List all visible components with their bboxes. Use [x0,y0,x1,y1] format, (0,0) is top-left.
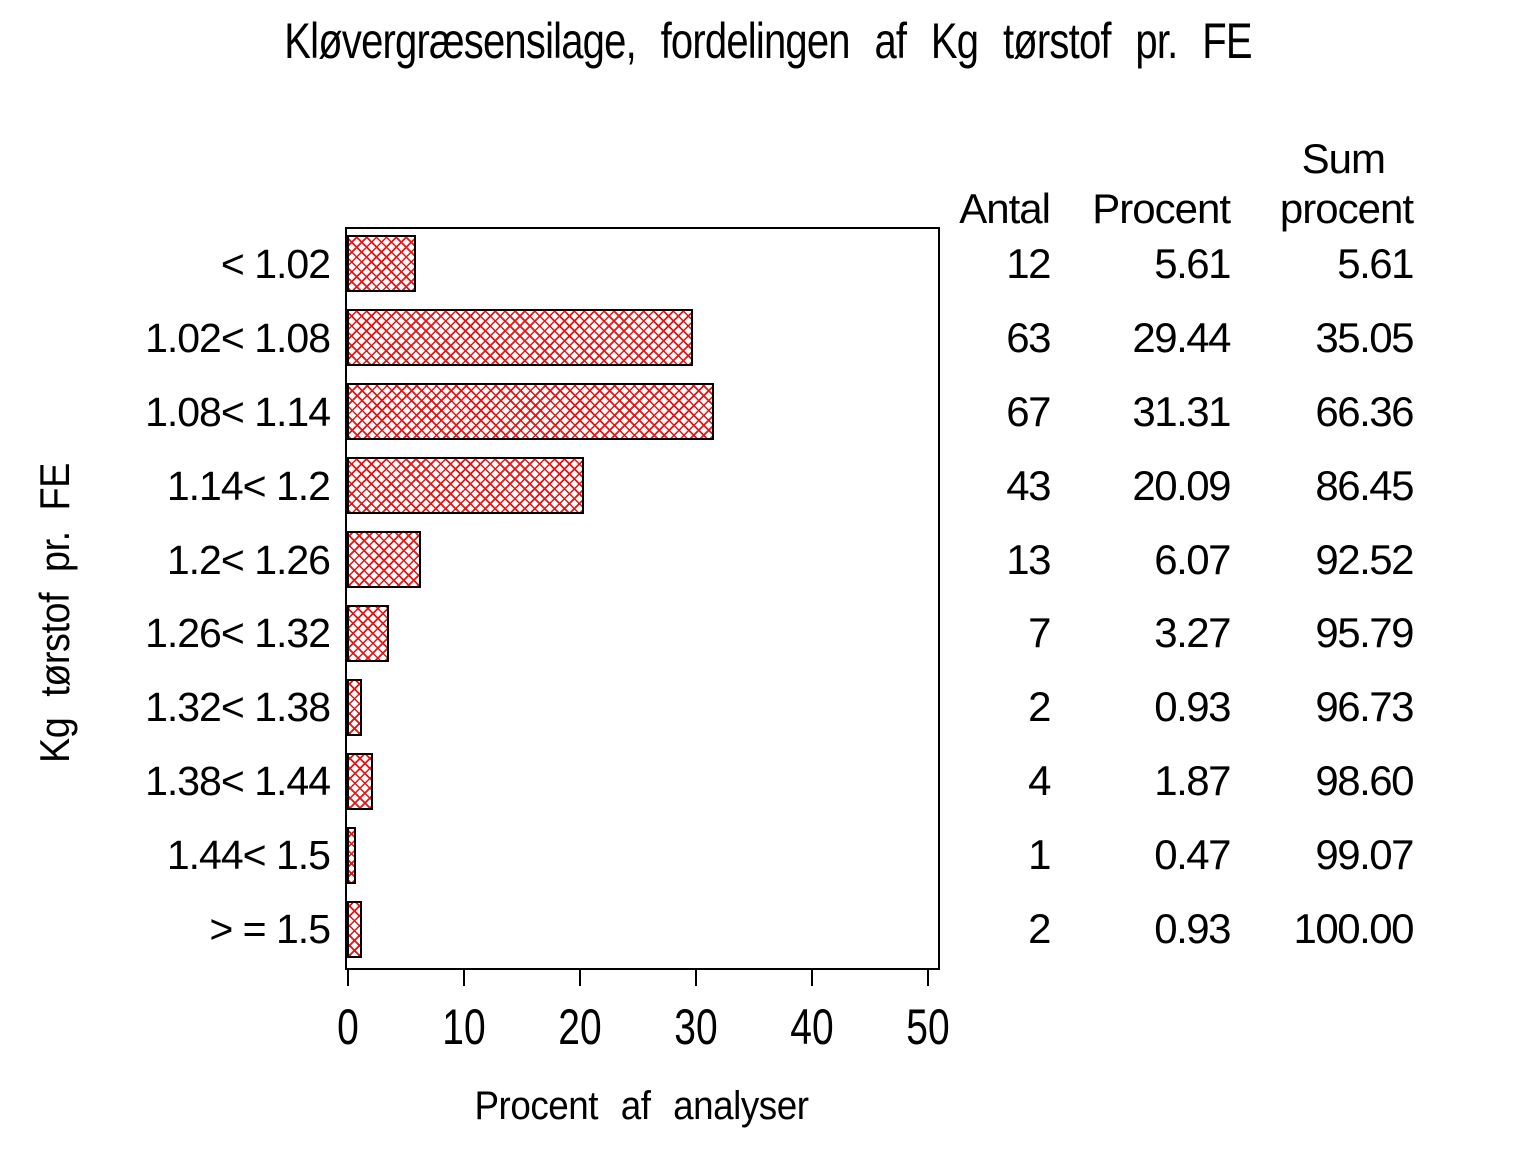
y-axis-title: Kg tørstof pr. FE [31,463,78,763]
x-axis-tick-label-40: 40 [790,999,834,1055]
table-cell-sum-procent: 86.45 [1315,461,1414,509]
category-label: 1.14< 1.2 [166,462,331,509]
x-axis-tick-10 [463,968,465,986]
table-cell-antal: 7 [1028,609,1051,657]
category-label: 1.32< 1.38 [145,684,331,731]
x-axis-tick-50 [927,968,929,986]
table-header-procent: Procent [1092,185,1231,232]
table-cell-sum-procent: 35.05 [1315,313,1414,361]
bar-0.93pct [347,679,362,736]
table-cell-sum-procent: 96.73 [1315,683,1414,731]
table-cell-procent: 0.93 [1154,683,1231,731]
table-cell-procent: 0.93 [1154,905,1231,953]
table-cell-antal: 13 [1006,535,1051,583]
category-label: 1.2< 1.26 [166,536,331,583]
category-label: < 1.02 [220,240,331,287]
category-label: 1.02< 1.08 [145,314,331,361]
x-axis-tick-label-0: 0 [337,999,359,1055]
bar-20.09pct [347,457,584,514]
table-cell-procent: 29.44 [1132,313,1231,361]
table-cell-sum-procent: 92.52 [1315,535,1414,583]
table-cell-antal: 2 [1028,905,1051,953]
table-cell-antal: 12 [1006,239,1051,287]
table-header-sum-line1: Sum [1301,135,1386,182]
x-axis-tick-label-20: 20 [558,999,602,1055]
table-cell-antal: 4 [1028,757,1051,805]
table-cell-procent: 0.47 [1154,831,1231,879]
table-header-antal: Antal [959,185,1051,232]
bar-6.07pct [347,531,421,588]
category-label: 1.38< 1.44 [145,758,331,805]
table-header-sum-line2: procent [1279,185,1414,232]
x-axis-tick-label-50: 50 [906,999,950,1055]
bar-1.87pct [347,753,373,810]
table-cell-sum-procent: 95.79 [1315,609,1414,657]
table-cell-antal: 63 [1006,313,1051,361]
bar-29.44pct [347,309,693,366]
table-cell-procent: 3.27 [1154,609,1231,657]
table-cell-sum-procent: 66.36 [1315,387,1414,435]
bar-3.27pct [347,605,389,662]
category-label: > = 1.5 [209,906,331,953]
category-label: 1.26< 1.32 [145,610,331,657]
bar-0.93pct [347,901,362,958]
table-cell-sum-procent: 99.07 [1315,831,1414,879]
x-axis-tick-30 [695,968,697,986]
chart-title: Kløvergræsensilage, fordelingen af Kg tø… [284,13,1252,69]
category-label: 1.44< 1.5 [166,832,331,879]
table-cell-sum-procent: 98.60 [1315,757,1414,805]
table-cell-procent: 1.87 [1154,757,1231,805]
table-cell-sum-procent: 5.61 [1337,239,1414,287]
table-cell-antal: 67 [1006,387,1051,435]
table-cell-procent: 20.09 [1132,461,1231,509]
x-axis-tick-0 [347,968,349,986]
bar-31.31pct [347,383,714,440]
table-cell-antal: 1 [1028,831,1051,879]
table-cell-procent: 5.61 [1154,239,1231,287]
table-header-sum-procent: Sum procent [1213,134,1414,234]
table-cell-procent: 31.31 [1132,387,1231,435]
table-cell-antal: 43 [1006,461,1051,509]
bar-0.47pct [347,827,356,884]
x-axis-tick-label-30: 30 [674,999,718,1055]
x-axis-tick-40 [811,968,813,986]
table-cell-procent: 6.07 [1154,535,1231,583]
bar-5.61pct [347,235,416,292]
table-cell-sum-procent: 100.00 [1293,905,1415,953]
table-cell-antal: 2 [1028,683,1051,731]
category-label: 1.08< 1.14 [145,388,331,435]
x-axis-tick-label-10: 10 [442,999,486,1055]
x-axis-title: Procent af analyser [474,1084,809,1128]
x-axis-tick-20 [579,968,581,986]
